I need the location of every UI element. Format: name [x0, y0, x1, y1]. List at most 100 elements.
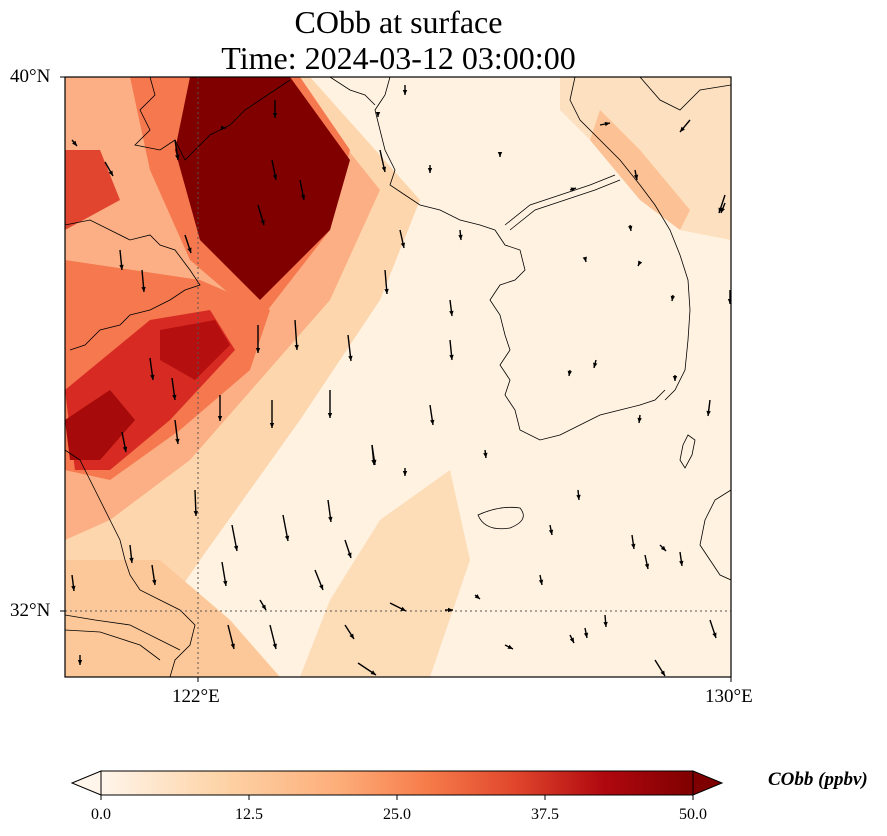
map-time-subtitle: Time: 2024-03-12 03:00:00	[221, 40, 576, 76]
wind-arrow-head	[272, 643, 277, 649]
wind-arrow-head	[720, 207, 725, 213]
wind-arrow-head	[284, 535, 290, 541]
wind-arrow-head	[233, 545, 239, 551]
wind-arrow-head	[633, 174, 639, 180]
wind-arrow-head	[269, 423, 275, 428]
colorbar-max-extend	[692, 770, 724, 796]
wind-arrow-head	[402, 471, 408, 476]
wind-arrow-head	[628, 225, 633, 231]
wind-arrow-head	[576, 494, 581, 500]
wind-arrow-head	[712, 632, 717, 638]
wind-arrow-head	[631, 543, 636, 549]
axis-ticks	[60, 76, 732, 682]
wind-arrow-head	[255, 348, 261, 353]
wind-arrow-head	[548, 529, 554, 535]
wind-vectors	[71, 85, 731, 677]
wind-arrow-head	[483, 452, 488, 458]
colorbar-label: CObb (ppbv)	[768, 769, 868, 790]
wind-arrow-head	[77, 660, 83, 665]
wind-arrow-head	[567, 370, 572, 376]
wind-arrow-head	[582, 256, 587, 262]
wind-arrow-head	[300, 194, 306, 200]
colorbar-gradient	[100, 770, 694, 796]
wind-arrow-head	[129, 557, 134, 563]
co-concentration-field	[65, 77, 731, 677]
wind-arrow-head	[538, 579, 544, 585]
wind-arrow-head	[375, 112, 381, 117]
wind-arrow-head	[644, 563, 650, 569]
colorbar-tick-label: 37.5	[531, 806, 559, 823]
wind-arrow-head	[71, 585, 76, 591]
wind-arrow-head	[328, 516, 333, 522]
wind-arrow-head	[449, 354, 454, 360]
wind-arrow-head	[175, 438, 180, 444]
map-plot-area	[65, 77, 731, 677]
wind-arrow-head	[384, 288, 389, 294]
wind-arrow-head	[507, 644, 513, 649]
wind-arrow-head	[497, 152, 503, 157]
wind-arrow-head	[327, 413, 333, 418]
wind-arrow-head	[272, 113, 278, 118]
wind-arrow-head	[370, 670, 376, 675]
map-frame	[64, 76, 732, 678]
wind-arrow-head	[449, 310, 454, 316]
wind-arrow-head	[349, 633, 354, 639]
lon-label-130e: 130°E	[705, 686, 753, 707]
wind-arrow-head	[221, 125, 226, 131]
colorbar-min-extend	[70, 770, 102, 796]
wind-arrow-head	[458, 234, 463, 240]
wind-arrow-head	[727, 299, 731, 304]
wind-arrow-head	[372, 459, 377, 465]
wind-arrow-head	[570, 187, 576, 192]
wind-arrow-head	[660, 670, 665, 676]
wind-arrow-head	[347, 552, 352, 558]
colorbar-tick-label: 0.0	[91, 806, 111, 823]
wind-arrow-head	[150, 374, 155, 380]
wind-arrow-head	[672, 376, 678, 381]
wind-arrow-head	[223, 580, 228, 586]
wind-arrow-head	[319, 584, 324, 590]
lat-label-32n: 32°N	[10, 600, 51, 621]
wind-arrow-head	[679, 560, 684, 566]
wind-arrow-head	[260, 219, 265, 225]
wind-arrow-head	[474, 594, 480, 599]
wind-arrow-head	[400, 242, 406, 248]
wind-arrow-head	[217, 416, 223, 421]
wind-arrow-head	[603, 621, 608, 627]
wind-arrow-head	[348, 355, 353, 361]
colorbar-tick-label: 12.5	[235, 806, 263, 823]
wind-arrow-head	[141, 286, 146, 292]
wind-arrow-head	[402, 90, 408, 95]
wind-arrow-head	[261, 604, 266, 610]
wind-arrow-head	[448, 607, 453, 613]
wind-arrow-head	[427, 168, 433, 173]
colorbar	[70, 770, 724, 800]
wind-arrow-head	[604, 121, 610, 127]
wind-arrow-head	[294, 344, 299, 350]
map-title: CObb at surface	[294, 4, 503, 40]
wind-arrow-head	[569, 637, 574, 643]
wind-arrow-head	[638, 260, 643, 266]
wind-arrow-head	[272, 174, 278, 180]
wind-arrow-head	[193, 510, 199, 516]
wind-arrow-head	[381, 166, 387, 172]
colorbar-ticks	[100, 795, 694, 800]
wind-arrow-head	[670, 295, 675, 301]
wind-arrow-head	[172, 394, 177, 400]
wind-arrow-head	[637, 417, 642, 423]
wind-arrow-head	[122, 446, 128, 452]
lat-label-40n: 40°N	[10, 66, 51, 87]
wind-arrow-head	[593, 362, 598, 368]
wind-arrow-head	[72, 140, 77, 146]
colorbar-tick-label: 25.0	[383, 806, 411, 823]
wind-arrow-head	[660, 545, 666, 551]
wind-arrow-head	[430, 419, 435, 425]
lon-label-122e: 122°E	[172, 686, 220, 707]
wind-arrow-head	[108, 170, 113, 176]
wind-arrow-head	[583, 632, 589, 638]
wind-arrow-head	[230, 643, 235, 649]
wind-arrow	[294, 319, 298, 351]
wind-arrow-head	[152, 579, 157, 585]
wind-arrow-head	[175, 154, 180, 160]
